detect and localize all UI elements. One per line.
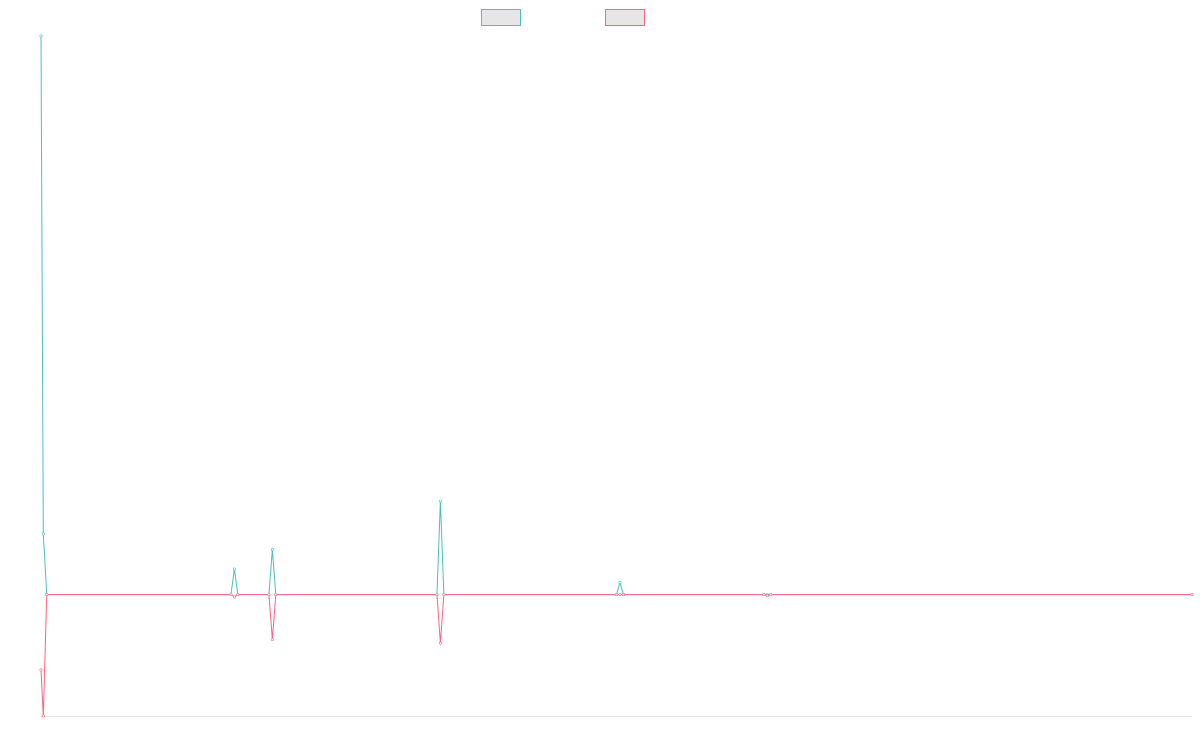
series-line-1 bbox=[40, 35, 1192, 596]
series-group bbox=[39, 34, 1194, 718]
series-2-point-4[interactable] bbox=[232, 595, 236, 599]
series-2-point-7[interactable] bbox=[270, 637, 274, 641]
series-2-point-18[interactable] bbox=[1190, 593, 1194, 597]
series-2-point-15[interactable] bbox=[762, 593, 766, 597]
series-2-point-11[interactable] bbox=[442, 593, 446, 597]
series-1-point-1[interactable] bbox=[41, 532, 45, 536]
series-2-point-16[interactable] bbox=[765, 594, 769, 598]
series-2-point-5[interactable] bbox=[236, 593, 240, 597]
series-2-point-17[interactable] bbox=[769, 593, 773, 597]
series-2-point-2[interactable] bbox=[45, 593, 49, 597]
series-line-2 bbox=[40, 594, 1192, 717]
series-1-point-10[interactable] bbox=[438, 499, 442, 503]
series-1-point-7[interactable] bbox=[270, 548, 274, 552]
series-2-point-9[interactable] bbox=[435, 593, 439, 597]
series-2-point-1[interactable] bbox=[41, 714, 45, 718]
legend-swatch-1[interactable] bbox=[481, 9, 521, 26]
series-2-point-12[interactable] bbox=[614, 593, 618, 597]
series-2-point-10[interactable] bbox=[438, 641, 442, 645]
series-1-point-4[interactable] bbox=[232, 567, 236, 571]
series-2-point-3[interactable] bbox=[229, 593, 233, 597]
series-2-point-0[interactable] bbox=[39, 668, 43, 672]
series-2-point-8[interactable] bbox=[274, 593, 278, 597]
series-2-point-6[interactable] bbox=[267, 593, 271, 597]
series-2-point-14[interactable] bbox=[621, 593, 625, 597]
series-1-point-0[interactable] bbox=[39, 34, 43, 38]
series-2-point-13[interactable] bbox=[618, 593, 622, 597]
legend bbox=[481, 9, 645, 26]
series-1-point-13[interactable] bbox=[618, 580, 622, 584]
legend-swatch-2[interactable] bbox=[605, 9, 645, 26]
